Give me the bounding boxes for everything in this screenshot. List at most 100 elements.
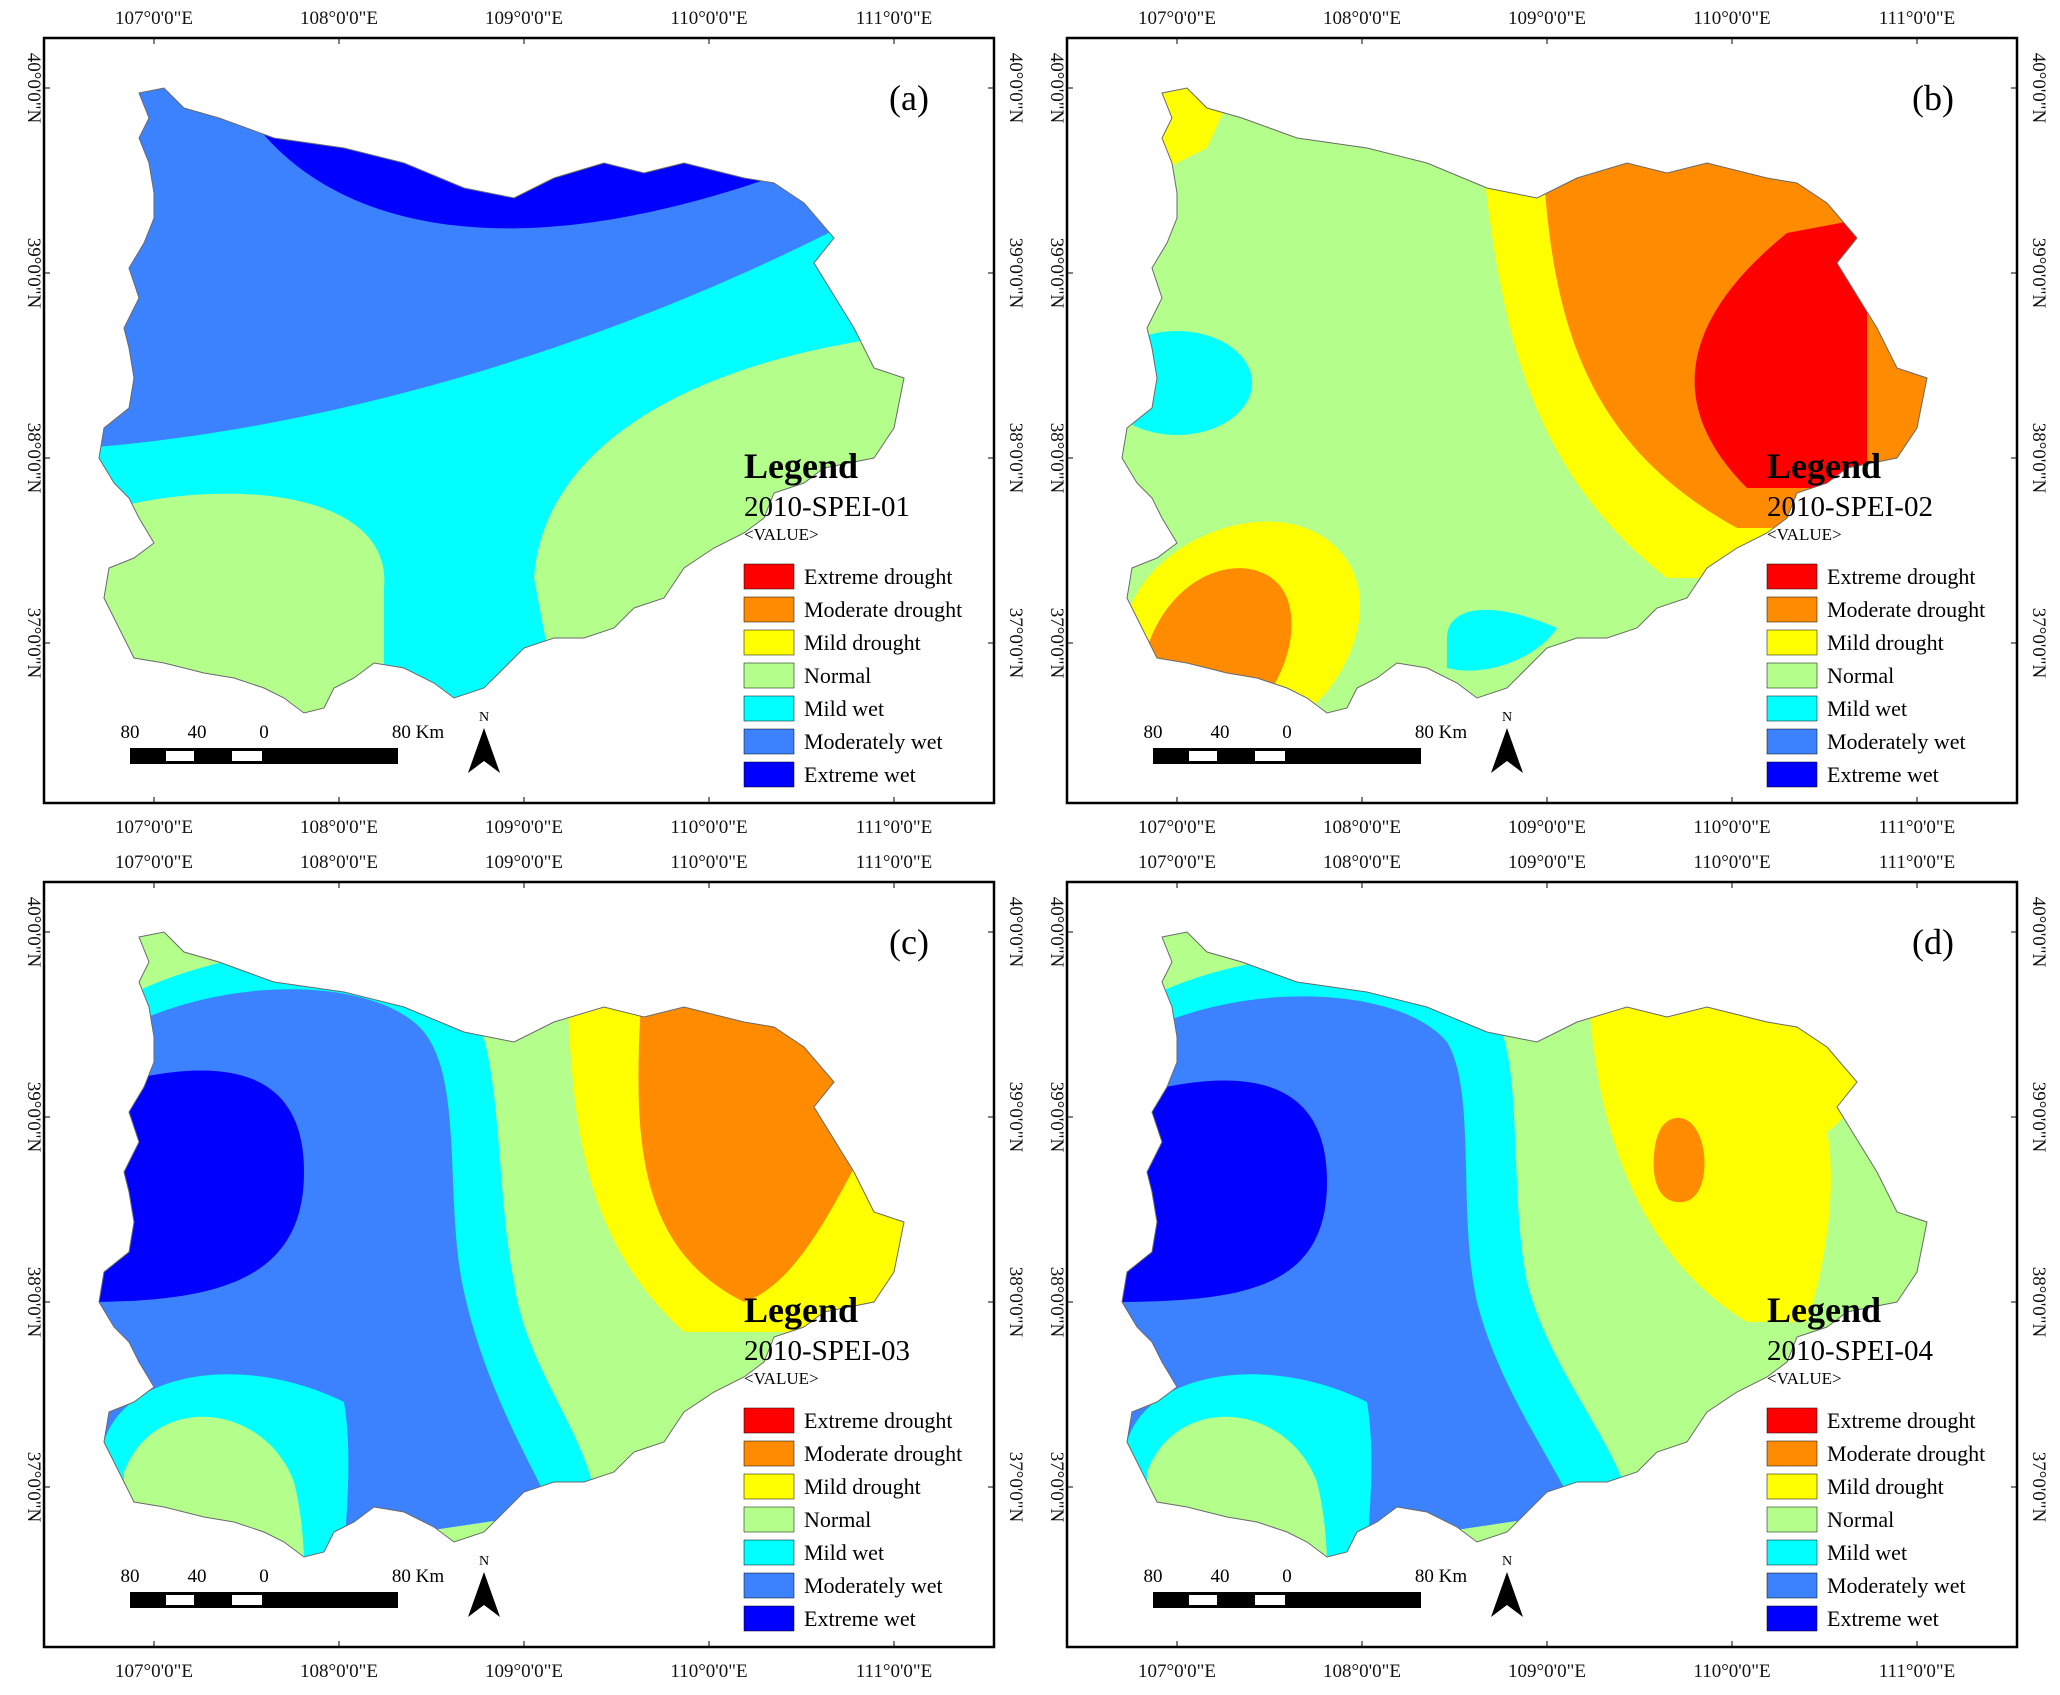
longitude-tick-label: 110°0'0"E xyxy=(670,852,747,873)
panel-c: Legend 2010-SPEI-03 <VALUE> Extreme drou… xyxy=(23,852,1026,1682)
panel-label: (c) xyxy=(889,922,929,962)
latitude-tick-label: 39°0'0"N xyxy=(2028,1082,2049,1153)
longitude-tick-label: 109°0'0"E xyxy=(485,817,563,838)
latitude-tick-label: 37°0'0"N xyxy=(1046,608,1067,679)
longitude-tick-label: 108°0'0"E xyxy=(300,8,378,29)
latitude-tick-label: 38°0'0"N xyxy=(1046,1267,1067,1338)
longitude-tick-label: 108°0'0"E xyxy=(1323,852,1401,873)
scale-bar-segment xyxy=(1287,751,1421,761)
scale-bar-segment xyxy=(196,751,230,761)
north-arrow-icon: N xyxy=(1491,710,1523,773)
longitude-tick-label: 108°0'0"E xyxy=(300,817,378,838)
legend-swatch-extreme-wet xyxy=(1766,1605,1818,1632)
latitude-tick-label: 38°0'0"N xyxy=(2028,423,2049,494)
longitude-tick-label: 109°0'0"E xyxy=(1508,852,1586,873)
longitude-tick-label: 110°0'0"E xyxy=(1693,1661,1770,1682)
legend-label-moderately-wet: Moderately wet xyxy=(1827,729,1966,754)
legend-label-moderate-drought: Moderate drought xyxy=(804,1441,962,1466)
latitude-tick-label: 38°0'0"N xyxy=(1046,423,1067,494)
scale-bar-segment xyxy=(130,751,164,761)
longitude-tick-label: 110°0'0"E xyxy=(670,817,747,838)
legend-swatch-mild-drought xyxy=(743,629,795,656)
latitude-tick-label: 38°0'0"N xyxy=(1005,423,1026,494)
legend-label-extreme-drought: Extreme drought xyxy=(804,1408,952,1433)
latitude-tick-label: 40°0'0"N xyxy=(1046,897,1067,968)
legend-subtitle: 2010-SPEI-03 xyxy=(744,1335,910,1367)
region-mild-wet-south xyxy=(1447,609,1557,671)
north-arrow-shape xyxy=(468,728,500,773)
scale-bar-label: 0 xyxy=(259,722,269,743)
region-boundary xyxy=(98,87,905,714)
legend-swatch-extreme-drought xyxy=(1766,563,1818,590)
legend-d: Legend 2010-SPEI-04 <VALUE> Extreme drou… xyxy=(1766,1290,1985,1632)
scale-bar: 80 40 0 80 Km xyxy=(121,1566,444,1608)
latitude-tick-label: 37°0'0"N xyxy=(1046,1452,1067,1523)
longitude-tick-label: 111°0'0"E xyxy=(856,852,932,873)
scale-bar: 80 40 0 80 Km xyxy=(1144,1566,1467,1608)
latitude-tick-label: 38°0'0"N xyxy=(2028,1267,2049,1338)
legend-label-moderately-wet: Moderately wet xyxy=(1827,1573,1966,1598)
legend-swatch-moderately-wet xyxy=(1766,728,1818,755)
legend-swatch-mild-wet xyxy=(1766,695,1818,722)
scale-bar-label: 0 xyxy=(1282,722,1292,743)
longitude-tick-label: 107°0'0"E xyxy=(115,1661,193,1682)
latitude-tick-label: 39°0'0"N xyxy=(1046,1082,1067,1153)
region-extreme-drought-east xyxy=(1694,218,1867,488)
longitude-tick-label: 109°0'0"E xyxy=(1508,8,1586,29)
legend-label-mild-wet: Mild wet xyxy=(804,696,884,721)
legend-swatch-moderate-drought xyxy=(1766,1440,1818,1467)
longitude-tick-label: 111°0'0"E xyxy=(856,8,932,29)
latitude-tick-label: 40°0'0"N xyxy=(23,53,44,124)
scale-bar: 80 40 0 80 Km xyxy=(1144,722,1467,764)
legend-label-mild-drought: Mild drought xyxy=(1827,630,1944,655)
legend-label-moderately-wet: Moderately wet xyxy=(804,1573,943,1598)
legend-swatch-mild-drought xyxy=(1766,629,1818,656)
latitude-tick-label: 37°0'0"N xyxy=(1005,1452,1026,1523)
scale-bar-label: 80 xyxy=(121,722,140,743)
latitude-tick-label: 39°0'0"N xyxy=(23,238,44,309)
legend-field: <VALUE> xyxy=(744,525,819,544)
legend-label-mild-wet: Mild wet xyxy=(804,1540,884,1565)
scale-bar: 80 40 0 80 Km xyxy=(121,722,444,764)
legend-label-extreme-drought: Extreme drought xyxy=(1827,1408,1975,1433)
latitude-tick-label: 40°0'0"N xyxy=(1046,53,1067,124)
legend-label-extreme-drought: Extreme drought xyxy=(1827,564,1975,589)
scale-bar-segment xyxy=(264,751,398,761)
longitude-tick-label: 110°0'0"E xyxy=(670,8,747,29)
latitude-tick-label: 40°0'0"N xyxy=(23,897,44,968)
legend-field: <VALUE> xyxy=(1767,1369,1842,1388)
longitude-tick-label: 111°0'0"E xyxy=(1879,817,1955,838)
legend-label-normal: Normal xyxy=(804,1507,871,1532)
legend-label-normal: Normal xyxy=(1827,1507,1894,1532)
legend-label-extreme-drought: Extreme drought xyxy=(804,564,952,589)
latitude-tick-label: 37°0'0"N xyxy=(2028,608,2049,679)
scale-bar-segment xyxy=(1255,751,1285,761)
legend-label-moderate-drought: Moderate drought xyxy=(804,597,962,622)
scale-bar-segment xyxy=(166,1595,194,1605)
legend-swatch-extreme-drought xyxy=(1766,1407,1818,1434)
scale-bar-label: 40 xyxy=(188,1566,207,1587)
longitude-tick-label: 109°0'0"E xyxy=(1508,1661,1586,1682)
latitude-tick-label: 40°0'0"N xyxy=(2028,53,2049,124)
latitude-tick-label: 40°0'0"N xyxy=(1005,53,1026,124)
scale-bar-segment xyxy=(1153,751,1187,761)
latitude-tick-label: 39°0'0"N xyxy=(23,1082,44,1153)
legend-label-normal: Normal xyxy=(1827,663,1894,688)
north-arrow-label: N xyxy=(479,710,489,725)
legend-swatch-moderately-wet xyxy=(743,728,795,755)
panel-a: Legend 2010-SPEI-01 <VALUE> Extreme drou… xyxy=(23,8,1026,838)
scale-bar-segment xyxy=(1219,751,1253,761)
scale-bar-label: 80 Km xyxy=(1415,1566,1467,1587)
region-moderate-drought-east xyxy=(1653,1117,1705,1203)
north-arrow-shape xyxy=(1491,728,1523,773)
panel-label: (d) xyxy=(1912,922,1954,962)
legend-title: Legend xyxy=(744,1290,858,1330)
longitude-tick-label: 108°0'0"E xyxy=(300,1661,378,1682)
scale-bar-label: 80 xyxy=(121,1566,140,1587)
legend-label-normal: Normal xyxy=(804,663,871,688)
longitude-tick-label: 110°0'0"E xyxy=(1693,817,1770,838)
scale-bar-segment xyxy=(130,1595,164,1605)
north-arrow-shape xyxy=(468,1572,500,1617)
legend-label-mild-drought: Mild drought xyxy=(804,1474,921,1499)
scale-bar-label: 80 xyxy=(1144,722,1163,743)
